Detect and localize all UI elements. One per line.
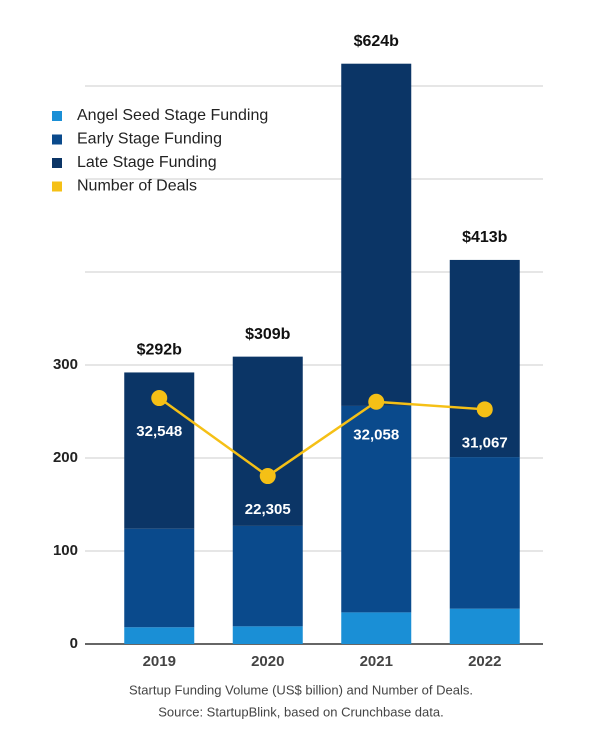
- deals-point: [368, 393, 385, 410]
- x-tick-label: 2019: [143, 653, 176, 670]
- bar-segment: [232, 626, 303, 644]
- legend-label: Angel Seed Stage Funding: [77, 107, 268, 124]
- legend-label: Number of Deals: [77, 178, 197, 195]
- deals-label: 22,305: [245, 501, 291, 518]
- bar-segment: [124, 627, 195, 644]
- bar-segment: [341, 612, 412, 644]
- caption: Source: StartupBlink, based on Crunchbas…: [158, 704, 443, 719]
- legend-swatch: [52, 134, 62, 145]
- deals-point: [151, 390, 168, 407]
- deals-point: [476, 401, 493, 418]
- bar-segment: [341, 63, 412, 406]
- bar-segment: [449, 457, 520, 609]
- y-tick-label: 200: [53, 449, 78, 466]
- caption: Startup Funding Volume (US$ billion) and…: [129, 682, 473, 697]
- legend-label: Early Stage Funding: [77, 131, 222, 148]
- total-label: $309b: [245, 326, 291, 343]
- x-tick-label: 2021: [360, 653, 393, 670]
- legend-swatch: [52, 111, 62, 121]
- y-tick-label: 300: [53, 356, 78, 373]
- bar-segment: [341, 405, 412, 613]
- deals-label: 32,058: [353, 427, 399, 444]
- deals-label: 31,067: [462, 434, 508, 451]
- y-tick-label: 0: [70, 635, 78, 652]
- deals-line: [158, 397, 485, 478]
- legend-swatch: [52, 181, 62, 192]
- total-label: $292b: [137, 342, 183, 359]
- bar-segment: [124, 528, 195, 628]
- x-tick-label: 2020: [251, 653, 284, 670]
- legend-swatch: [52, 158, 62, 168]
- bar-segment: [232, 525, 303, 627]
- x-tick-label: 2022: [468, 653, 501, 670]
- total-label: $413b: [462, 229, 508, 246]
- total-label: $624b: [354, 33, 400, 50]
- y-tick-label: 100: [53, 542, 78, 559]
- bar-segment: [449, 608, 520, 644]
- bar-segment: [449, 259, 520, 458]
- legend-label: Late Stage Funding: [77, 154, 217, 171]
- deals-label: 32,548: [136, 423, 182, 440]
- bar-segment: [232, 356, 303, 526]
- deals-point: [259, 468, 276, 485]
